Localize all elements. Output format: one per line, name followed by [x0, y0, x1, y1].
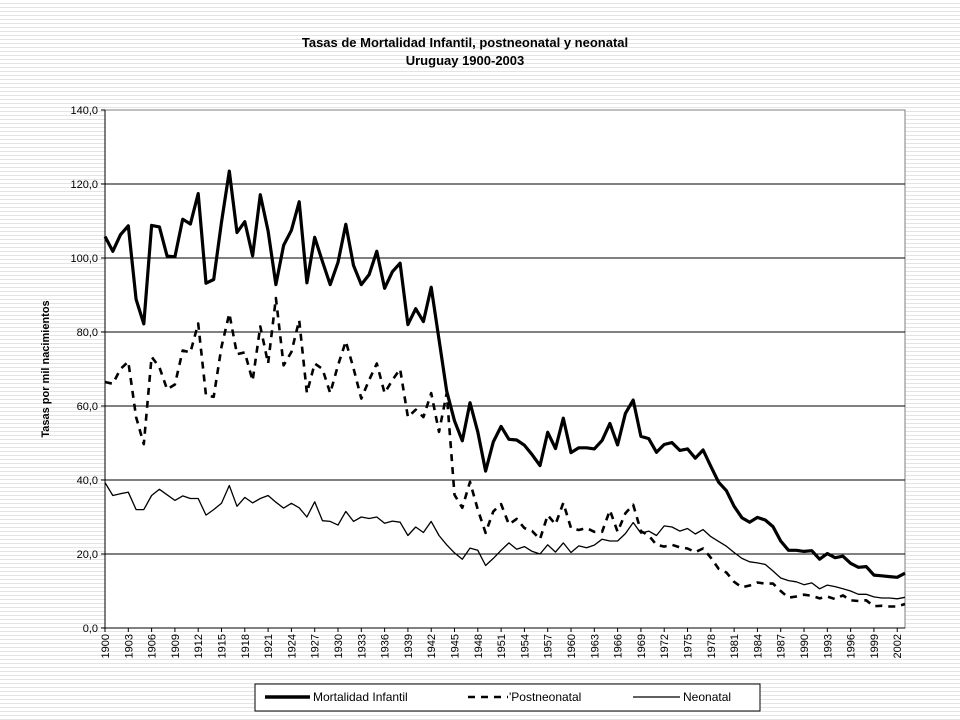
- y-tick-label: 120,0: [70, 179, 98, 191]
- x-tick-label: 1909: [170, 634, 182, 658]
- y-tick-label: 0,0: [83, 623, 98, 635]
- y-tick-label: 60,0: [77, 401, 98, 413]
- grid: [105, 183, 905, 555]
- chart-subtitle: Uruguay 1900-2003: [406, 53, 525, 68]
- x-tick-label: 1984: [752, 634, 764, 658]
- x-tick-label: 1981: [729, 634, 741, 658]
- x-tick-label: 1915: [217, 634, 229, 658]
- legend-label-postneonatal: 'Postneonatal: [509, 690, 581, 704]
- plot-area: [104, 109, 906, 629]
- x-tick-label: 1990: [799, 634, 811, 658]
- axes: [104, 110, 905, 629]
- x-tick-label: 1900: [100, 634, 112, 658]
- y-tick-label: 80,0: [77, 327, 98, 339]
- x-tick-label: 1951: [496, 634, 508, 658]
- x-tick-label: 1993: [822, 634, 834, 658]
- x-tick-label: 1966: [613, 634, 625, 658]
- x-tick-label: 1936: [380, 634, 392, 658]
- x-tick-label: 1957: [543, 634, 555, 658]
- x-tick-label: 1933: [356, 634, 368, 658]
- y-tick-label: 40,0: [77, 475, 98, 487]
- x-tick-label: 1999: [869, 634, 881, 658]
- x-tick-labels: 1900 1903 1906 1909 1912 1915 1918 1921 1924 1927…: [100, 628, 904, 658]
- x-tick-label: 1987: [776, 634, 788, 658]
- legend-label-mortalidad: Mortalidad Infantil: [313, 690, 408, 704]
- x-tick-label: 1954: [519, 634, 531, 658]
- y-axis-label: Tasas por mil nacimientos: [40, 300, 52, 437]
- legend: Mortalidad Infantil 'Postneonatal Neonat…: [254, 683, 761, 712]
- x-tick-label: 2002: [892, 634, 904, 658]
- x-tick-label: 1948: [473, 634, 485, 658]
- x-tick-label: 1927: [310, 634, 322, 658]
- series-line-0: [103, 169, 906, 579]
- y-tick-labels: 0,0 20,0 40,0 60,0 80,0 100,0 120,0 140,0: [70, 105, 105, 635]
- x-tick-label: 1945: [450, 634, 462, 658]
- x-tick-label: 1912: [193, 634, 205, 658]
- x-tick-label: 1972: [659, 634, 671, 658]
- x-tick-label: 1930: [333, 634, 345, 658]
- y-tick-label: 140,0: [70, 105, 98, 117]
- x-tick-label: 1903: [123, 634, 135, 658]
- x-tick-label: 1996: [846, 634, 858, 658]
- series-line-1: [104, 296, 906, 608]
- legend-label-neonatal: Neonatal: [683, 690, 731, 704]
- series-line-2: [104, 482, 906, 600]
- x-tick-label: 1918: [240, 634, 252, 658]
- x-tick-label: 1963: [589, 634, 601, 658]
- series: [103, 169, 906, 608]
- x-tick-label: 1969: [636, 634, 648, 658]
- chart-title: Tasas de Mortalidad Infantil, postneonat…: [302, 35, 628, 50]
- x-tick-label: 1939: [403, 634, 415, 658]
- x-tick-label: 1942: [426, 634, 438, 658]
- y-tick-label: 100,0: [70, 253, 98, 265]
- x-tick-label: 1921: [263, 634, 275, 658]
- x-tick-label: 1924: [286, 634, 298, 658]
- x-tick-label: 1960: [566, 634, 578, 658]
- x-tick-label: 1975: [683, 634, 695, 658]
- x-tick-label: 1906: [147, 634, 159, 658]
- y-tick-label: 20,0: [77, 549, 98, 561]
- x-tick-label: 1978: [706, 634, 718, 658]
